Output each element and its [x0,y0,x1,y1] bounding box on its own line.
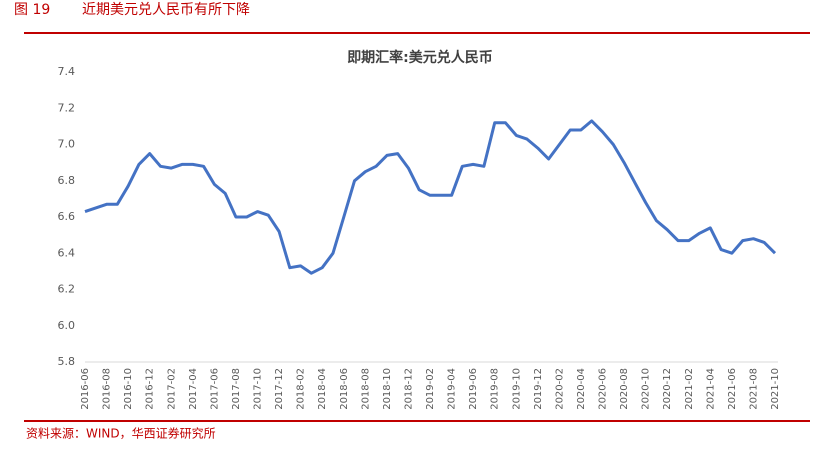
x-tick-label: 2018-02 [296,368,307,410]
x-tick-label: 2021-02 [684,368,695,410]
x-tick-label: 2016-06 [80,368,91,410]
y-tick-label: 6.6 [58,210,76,223]
x-tick-label: 2020-06 [598,368,609,410]
y-tick-label: 5.8 [58,355,76,368]
x-tick-label: 2017-06 [209,368,220,410]
x-tick-label: 2019-02 [425,368,436,410]
x-tick-label: 2019-10 [511,368,522,410]
x-tick-label: 2021-08 [748,368,759,410]
source: 资料来源：WIND，华西证券研究所 [26,426,216,441]
x-tick-label: 2017-08 [231,368,242,410]
x-tick-label: 2019-06 [468,368,479,410]
x-tick-label: 2019-08 [490,368,501,410]
x-tick-label: 2020-12 [662,368,673,410]
x-tick-label: 2017-04 [188,368,199,410]
y-tick-label: 6.2 [58,283,76,296]
x-tick-label: 2021-06 [727,368,738,410]
x-tick-label: 2018-06 [339,368,350,410]
line [84,119,777,275]
y-tick-label: 6.4 [58,246,76,259]
y-tick-label: 7.0 [58,138,76,151]
x-tick-label: 2021-10 [770,368,781,410]
figure-label: 图 19 [14,2,50,18]
figure-caption: 近期美元兑人民币有所下降 [82,2,250,18]
x-tick-label: 2016-10 [123,368,134,410]
x-tick-label: 2019-04 [447,368,458,410]
x-tick-label: 2019-12 [533,368,544,410]
chart-title: 即期汇率:美元兑人民币 [347,49,493,66]
x-tick-label: 2018-10 [382,368,393,410]
x-tick-label: 2017-02 [166,368,177,410]
x-tick-label: 2016-08 [102,368,113,410]
x-tick-label: 2021-04 [705,368,716,410]
x-tick-label: 2018-12 [403,368,414,410]
x-tick-label: 2016-12 [145,368,156,410]
y-tick-label: 7.2 [58,101,76,114]
x-tick-label: 2020-08 [619,368,630,410]
y-tick-label: 7.4 [58,65,76,78]
x-tick-label: 2020-04 [576,368,587,410]
x-tick-label: 2018-04 [317,368,328,410]
x-tick-label: 2017-10 [253,368,264,410]
x-tick-label: 2020-10 [641,368,652,410]
x-tick-label: 2017-12 [274,368,285,410]
y-tick-label: 6.8 [58,174,76,187]
x-tick-label: 2020-02 [554,368,565,410]
y-tick-label: 6.0 [58,319,76,332]
x-tick-label: 2018-08 [360,368,371,410]
